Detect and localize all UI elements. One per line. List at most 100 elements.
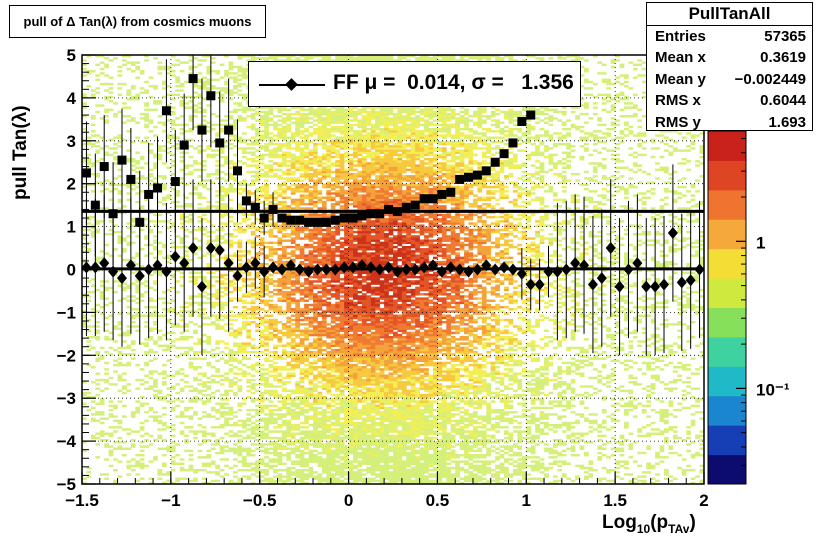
heatmap-cell — [139, 72, 145, 75]
heatmap-cell — [313, 293, 318, 296]
heatmap-cell — [308, 230, 314, 234]
heatmap-cell — [139, 157, 145, 161]
heatmap-cell — [148, 359, 154, 363]
heatmap-cell — [117, 378, 123, 382]
heatmap-cell — [99, 293, 105, 296]
heatmap-cell — [117, 134, 123, 137]
heatmap-cell — [144, 320, 149, 324]
heatmap-cell — [170, 224, 176, 227]
heatmap-cell — [206, 449, 212, 453]
heatmap-cell — [130, 348, 136, 352]
heatmap-cell — [237, 119, 243, 122]
heatmap-cell — [321, 241, 327, 245]
heatmap-cell — [339, 205, 345, 208]
heatmap-cell — [317, 456, 323, 459]
heatmap-cell — [135, 67, 141, 71]
heatmap-cell — [281, 222, 287, 225]
heatmap-cell — [259, 226, 265, 230]
heatmap-cell — [175, 85, 181, 88]
heatmap-cell — [201, 275, 207, 279]
heatmap-cell — [161, 383, 167, 386]
heatmap-cell — [317, 248, 323, 251]
heatmap-cell — [295, 207, 300, 210]
heatmap-cell — [299, 398, 305, 401]
heatmap-cell — [197, 398, 203, 401]
heatmap-cell — [170, 172, 176, 176]
heatmap-cell — [313, 432, 318, 435]
heatmap-cell — [273, 329, 278, 333]
heatmap-cell — [273, 335, 278, 339]
heatmap-cell — [290, 297, 296, 300]
heatmap-cell — [313, 413, 318, 416]
heatmap-cell — [246, 138, 252, 142]
heatmap-cell — [281, 256, 287, 260]
heatmap-cell — [130, 220, 136, 223]
heatmap-cell — [157, 273, 163, 277]
heatmap-cell — [326, 250, 332, 253]
heatmap-cell — [215, 301, 221, 305]
heatmap-cell — [206, 393, 212, 397]
heatmap-cell — [166, 119, 172, 122]
heatmap-cell — [153, 256, 158, 260]
heatmap-cell — [241, 110, 247, 114]
heatmap-cell — [295, 280, 300, 283]
heatmap-cell — [130, 160, 136, 163]
heatmap-cell — [130, 316, 136, 320]
heatmap-cell — [135, 378, 141, 382]
heatmap-cell — [299, 121, 305, 124]
heatmap-cell — [339, 299, 345, 302]
heatmap-cell — [308, 237, 314, 240]
heatmap-cell — [201, 323, 207, 326]
heatmap-cell — [237, 108, 243, 112]
heatmap-cell — [126, 183, 132, 187]
heatmap-cell — [130, 299, 136, 302]
heatmap-cell — [326, 284, 332, 287]
heatmap-cell — [308, 346, 314, 350]
heatmap-cell — [326, 441, 332, 444]
heatmap-cell — [286, 447, 292, 450]
heatmap-cell — [126, 331, 132, 335]
heatmap-cell — [281, 151, 287, 154]
heatmap-cell — [148, 338, 154, 341]
heatmap-cell — [321, 462, 327, 465]
heatmap-cell — [335, 348, 340, 352]
heatmap-cell — [335, 239, 340, 242]
heatmap-cell — [108, 82, 114, 86]
heatmap-cell — [304, 408, 309, 412]
heatmap-cell — [295, 145, 300, 148]
heatmap-cell — [233, 331, 238, 335]
heatmap-cell — [246, 293, 252, 296]
heatmap-cell — [326, 226, 332, 230]
heatmap-cell — [286, 473, 292, 476]
heatmap-cell — [113, 415, 118, 418]
heatmap-cell — [104, 108, 109, 112]
heatmap-cell — [330, 462, 336, 465]
heatmap-cell — [219, 205, 225, 208]
heatmap-cell — [193, 310, 198, 313]
heatmap-cell — [188, 205, 194, 208]
heatmap-cell — [286, 271, 292, 275]
heatmap-cell — [290, 443, 296, 446]
heatmap-cell — [273, 155, 278, 159]
heatmap-cell — [82, 104, 87, 107]
heatmap-cell — [108, 87, 114, 90]
heatmap-cell — [308, 203, 314, 206]
heatmap-cell — [184, 220, 189, 223]
heatmap-cell — [281, 226, 287, 230]
heatmap-cell — [299, 462, 305, 465]
heatmap-cell — [330, 280, 336, 283]
heatmap-cell — [157, 428, 163, 431]
heatmap-cell — [219, 447, 225, 450]
heatmap-cell — [264, 314, 269, 317]
heatmap-cell — [277, 239, 283, 242]
heatmap-cell — [317, 215, 323, 219]
heatmap-cell — [82, 106, 87, 109]
heatmap-cell — [255, 198, 261, 202]
heatmap-cell — [233, 481, 238, 485]
heatmap-cell — [188, 258, 194, 262]
heatmap-cell — [86, 318, 92, 322]
heatmap-cell — [188, 72, 194, 75]
heatmap-cell — [241, 355, 247, 358]
heatmap-cell — [330, 293, 336, 296]
heatmap-cell — [299, 132, 305, 135]
